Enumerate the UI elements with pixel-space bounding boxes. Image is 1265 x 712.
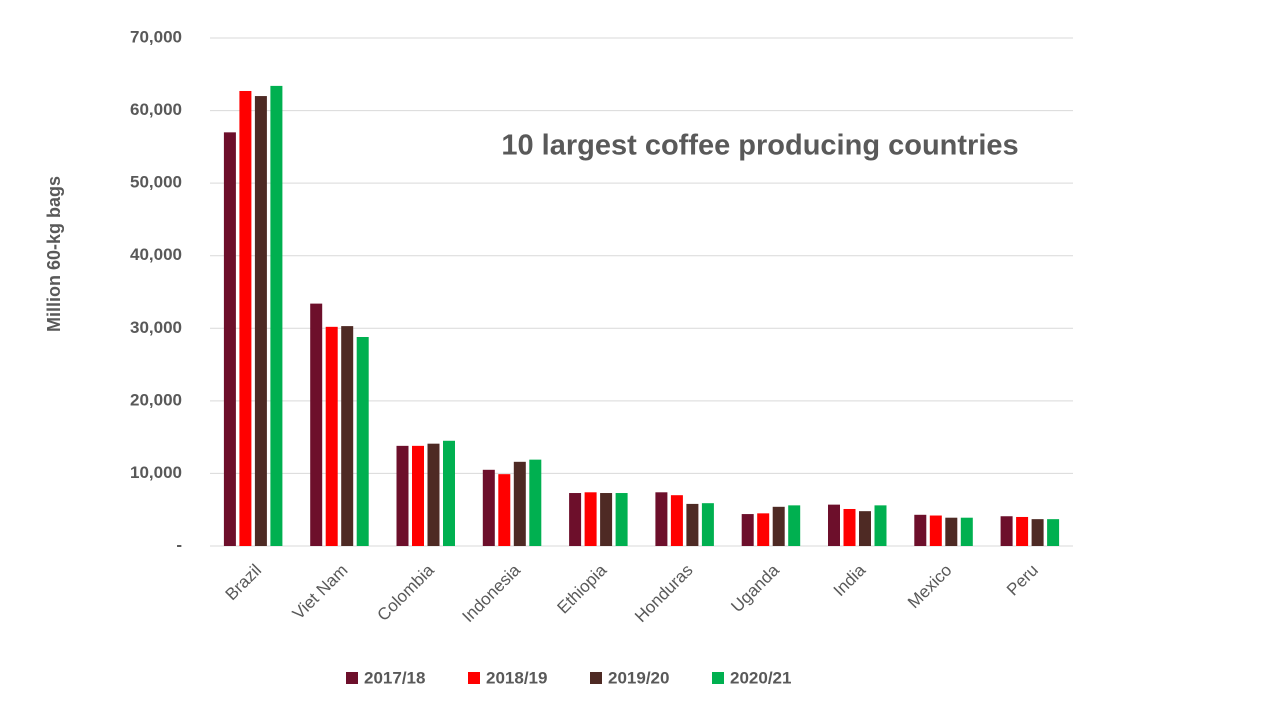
bar: [1047, 519, 1060, 546]
x-tick-label: Indonesia: [458, 560, 524, 626]
bar: [223, 132, 236, 547]
y-tick-label: 70,000: [130, 27, 182, 46]
bar: [513, 461, 526, 546]
legend-label: 2020/21: [730, 668, 791, 687]
legend-label: 2018/19: [486, 668, 547, 687]
bar: [310, 303, 323, 546]
y-tick-label: 20,000: [130, 390, 182, 409]
bar: [788, 505, 801, 546]
bar: [600, 493, 613, 546]
x-tick-label: Honduras: [631, 561, 697, 627]
bar: [341, 326, 354, 546]
bar: [254, 96, 267, 547]
chart-title: 10 largest coffee producing countries: [501, 130, 1018, 162]
bar: [412, 445, 424, 546]
x-tick-label: Ethiopia: [553, 560, 610, 617]
bar: [615, 493, 628, 546]
bar: [529, 459, 542, 546]
y-tick-label: 40,000: [130, 245, 182, 264]
x-tick-label: Brazil: [222, 561, 265, 604]
bar: [686, 503, 699, 546]
y-tick-label: -: [176, 535, 182, 554]
x-tick-label: Colombia: [374, 560, 439, 625]
bar: [498, 474, 511, 546]
bar: [929, 515, 942, 546]
bar: [239, 90, 252, 546]
y-tick-label: 10,000: [130, 463, 182, 482]
bar: [670, 495, 683, 546]
y-axis-label: Million 60-kg bags: [44, 176, 64, 332]
bar: [427, 443, 440, 546]
bar: [655, 492, 668, 546]
legend-swatch: [590, 672, 602, 684]
legend-swatch: [346, 672, 358, 684]
bar: [1016, 516, 1029, 546]
y-tick-label: 50,000: [130, 173, 182, 192]
bar: [960, 517, 973, 546]
bar: [741, 514, 754, 546]
x-tick-label: Viet Nam: [289, 561, 352, 624]
x-tick-label: Mexico: [904, 561, 956, 613]
bar: [1000, 516, 1013, 546]
bar: [859, 511, 871, 546]
legend-swatch: [468, 672, 480, 684]
x-tick-label: India: [830, 560, 870, 600]
bar: [914, 514, 927, 546]
bar: [482, 469, 495, 546]
bar: [843, 508, 856, 546]
bar: [584, 492, 597, 546]
bar: [701, 503, 714, 546]
bar: [874, 505, 887, 546]
x-tick-label: Uganda: [727, 560, 783, 616]
bar: [396, 445, 409, 546]
bar: [828, 504, 840, 546]
bar: [443, 440, 455, 546]
bar: [569, 493, 582, 546]
bar: [945, 517, 958, 546]
y-tick-label: 60,000: [130, 100, 182, 119]
legend-label: 2017/18: [364, 668, 425, 687]
y-tick-label: 30,000: [130, 318, 182, 337]
bar: [325, 326, 338, 546]
bar: [757, 513, 770, 546]
x-tick-label: Peru: [1003, 561, 1042, 600]
bar: [270, 85, 283, 546]
legend-swatch: [712, 672, 724, 684]
legend-label: 2019/20: [608, 668, 669, 687]
bar: [772, 506, 785, 546]
bar: [356, 336, 369, 546]
bar: [1031, 519, 1044, 546]
